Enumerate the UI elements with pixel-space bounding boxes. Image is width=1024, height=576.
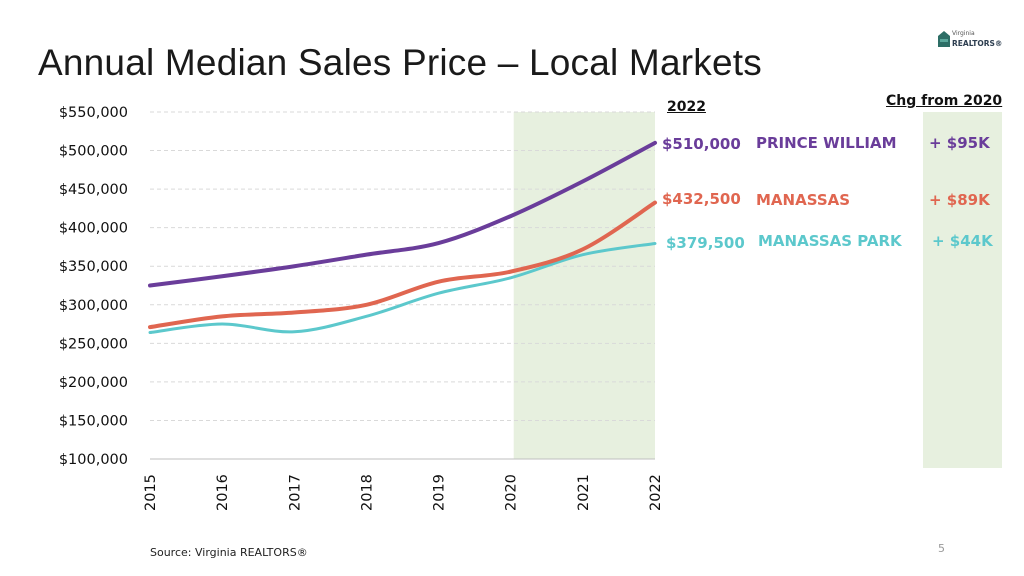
logo-brand-text: REALTORS® — [952, 39, 1003, 48]
y-tick-label: $150,000 — [59, 413, 128, 429]
prince-william-change: + $95K — [929, 134, 990, 152]
highlight-band-change — [923, 112, 1002, 468]
manassas-change: + $89K — [929, 191, 990, 209]
y-tick-label: $200,000 — [59, 375, 128, 391]
x-tick-label: 2021 — [576, 474, 592, 511]
y-tick-label: $500,000 — [59, 144, 128, 160]
prince-william-line — [148, 140, 657, 288]
manassas-value: $432,500 — [662, 190, 741, 208]
y-tick-label: $250,000 — [59, 336, 128, 352]
y-tick-label: $450,000 — [59, 182, 128, 198]
change-header: Chg from 2020 — [886, 93, 1003, 109]
x-axis: 2015 2016 2017 2018 2019 2020 2021 2022 — [143, 474, 664, 511]
slide-title: Annual Median Sales Price – Local Market… — [38, 42, 762, 83]
manassas-line — [148, 200, 657, 330]
y-tick-label: $300,000 — [59, 298, 128, 314]
y-axis: $100,000 $150,000 $200,000 $250,000 $300,000… — [59, 105, 128, 468]
year-header: 2022 — [667, 99, 706, 115]
manassas-park-name: MANASSAS PARK — [758, 232, 902, 250]
manassas-park-value: $379,500 — [666, 234, 745, 252]
x-tick-label: 2019 — [432, 474, 448, 511]
highlight-band-plot — [513, 112, 655, 459]
y-tick-label: $100,000 — [59, 452, 128, 468]
virginia-realtors-logo: Virginia REALTORS® — [938, 30, 1008, 52]
x-tick-label: 2017 — [287, 474, 303, 511]
manassas-name: MANASSAS — [756, 191, 851, 209]
prince-william-name: PRINCE WILLIAM — [756, 134, 897, 152]
prince-william-value: $510,000 — [662, 135, 741, 153]
manassas-park-line — [148, 241, 657, 335]
y-tick-label: $550,000 — [59, 105, 128, 121]
source-note: Source: Virginia REALTORS® — [150, 546, 308, 559]
x-tick-label: 2020 — [504, 474, 520, 511]
series-lines — [148, 140, 657, 335]
manassas-park-change: + $44K — [932, 232, 993, 250]
house-icon — [938, 31, 950, 47]
logo-state-text: Virginia — [952, 30, 975, 37]
x-tick-label: 2016 — [215, 474, 231, 511]
x-tick-label: 2022 — [648, 474, 664, 511]
y-tick-label: $400,000 — [59, 221, 128, 237]
page-number: 5 — [938, 542, 945, 555]
x-tick-label: 2015 — [143, 474, 159, 511]
x-tick-label: 2018 — [359, 474, 375, 511]
y-tick-label: $350,000 — [59, 259, 128, 275]
